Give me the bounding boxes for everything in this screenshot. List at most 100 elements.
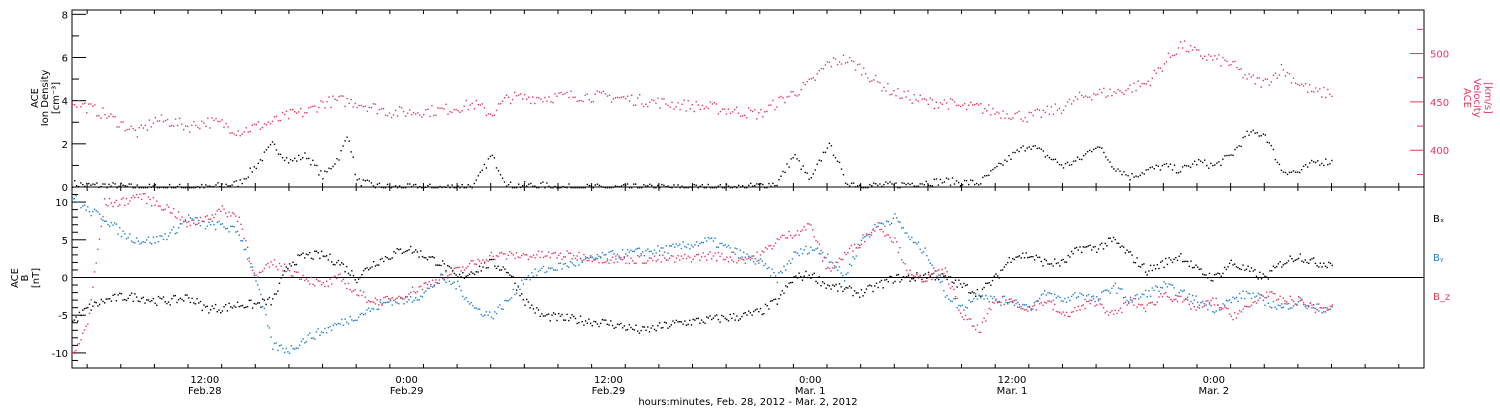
bx-point [954, 279, 957, 281]
bz-point [1230, 315, 1232, 317]
by-point [751, 255, 753, 257]
velocity-point [316, 111, 318, 113]
density-point [463, 187, 465, 189]
by-point [855, 255, 857, 257]
velocity-point [459, 111, 461, 114]
velocity-point [120, 121, 122, 123]
bx-point [152, 297, 155, 300]
bz-point [949, 287, 952, 289]
density-point [1145, 169, 1147, 171]
bx-point [623, 325, 625, 327]
bz-point [105, 204, 107, 206]
density-point [144, 187, 146, 189]
velocity-point [499, 103, 502, 105]
bz-point [171, 212, 173, 214]
velocity-point [844, 62, 847, 64]
density-point [574, 187, 576, 189]
density-point [178, 183, 181, 186]
bz-point [1052, 308, 1054, 311]
bz-point [1089, 302, 1091, 305]
bz-point [428, 281, 430, 283]
velocity-point [643, 105, 645, 108]
bx-point [193, 302, 195, 304]
bz-point [220, 210, 222, 213]
density-point [300, 158, 302, 161]
density-point [552, 187, 554, 189]
by-point [995, 299, 997, 302]
density-point [1210, 162, 1212, 165]
bx-point [408, 249, 410, 251]
velocity-point [1113, 91, 1115, 93]
bx-point [115, 300, 118, 302]
bx-point [119, 292, 121, 294]
density-point [483, 163, 486, 166]
by-point [709, 237, 711, 240]
bz-point [447, 275, 449, 277]
by-point [1074, 292, 1076, 294]
bx-point [618, 323, 620, 326]
velocity-point [1234, 60, 1236, 63]
bx-point [157, 295, 160, 298]
by-point [1181, 290, 1184, 293]
density-point [435, 187, 437, 189]
density-point [1246, 130, 1248, 133]
bx-point [209, 309, 212, 311]
by-point [559, 262, 562, 264]
bx-point [892, 282, 894, 284]
density-point [834, 157, 837, 159]
density-point [116, 187, 118, 189]
bx-point [660, 327, 662, 329]
bx-point [948, 276, 950, 278]
density-point [875, 183, 877, 185]
bx-point [122, 299, 124, 301]
velocity-point [1163, 63, 1166, 65]
velocity-point [207, 117, 209, 119]
by-point [1101, 291, 1103, 293]
by-point [1163, 281, 1165, 283]
bz-point [344, 283, 346, 285]
bz-point [1101, 304, 1103, 306]
velocity-point [657, 97, 659, 99]
density-point [249, 167, 251, 169]
bx-point [810, 277, 812, 279]
density-point [965, 180, 968, 182]
velocity-point [289, 108, 292, 111]
by-point [225, 228, 227, 230]
by-point [1267, 302, 1269, 304]
velocity-point [1107, 95, 1109, 97]
bx-point [975, 295, 977, 297]
velocity-point [1309, 84, 1311, 86]
density-point [1307, 166, 1309, 168]
bx-point [172, 295, 175, 297]
by-point [1166, 286, 1169, 288]
bx-point [559, 315, 562, 317]
bz-point [764, 246, 767, 249]
by-point [104, 220, 106, 222]
density-point [1304, 164, 1307, 166]
bz-point [1235, 317, 1238, 319]
bz-point [996, 301, 999, 303]
bz-point [1064, 314, 1066, 316]
by-point [356, 319, 358, 322]
bz-point [1062, 311, 1064, 313]
velocity-point [455, 109, 457, 111]
by-point [1153, 289, 1155, 291]
bz-point [384, 296, 387, 298]
by-point [1146, 296, 1148, 298]
by-point [953, 298, 955, 300]
bx-point [287, 267, 289, 270]
by-point [431, 286, 434, 288]
bx-point [1107, 237, 1110, 239]
bz-point [502, 253, 504, 255]
by-point [865, 235, 868, 237]
density-point [1202, 161, 1204, 164]
velocity-point [764, 111, 766, 113]
by-point [1247, 292, 1249, 294]
by-point [263, 307, 266, 310]
by-point [630, 249, 632, 252]
by-point [463, 298, 466, 300]
velocity-point [1149, 84, 1151, 87]
by-point [598, 255, 600, 258]
bx-point [1096, 251, 1098, 253]
velocity-point [292, 109, 294, 111]
